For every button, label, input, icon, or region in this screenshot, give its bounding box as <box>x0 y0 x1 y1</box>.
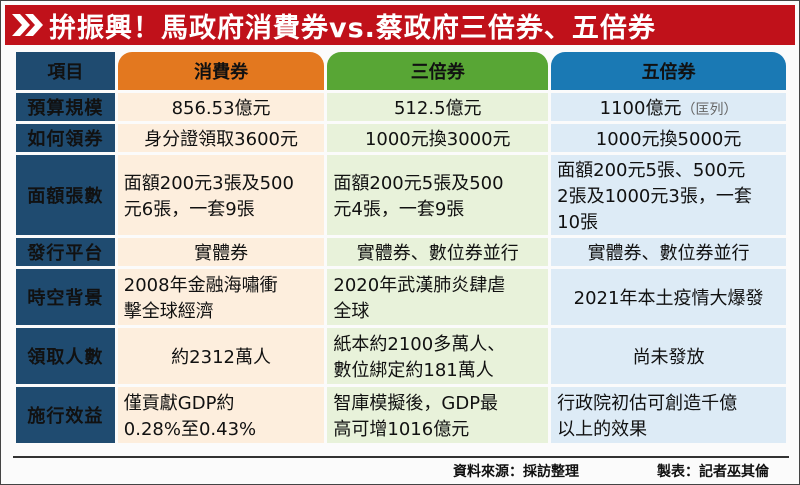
cell-line: 面額200元5張、500元 <box>557 160 746 181</box>
row-label: 施行效益 <box>16 387 115 443</box>
cell-line: 智庫模擬後，GDP最 <box>333 393 499 414</box>
page-title: 拚振興！馬政府消費券vs.蔡政府三倍券、五倍券 <box>49 12 656 44</box>
table-cell: 面額200元3張及500 元6張，一套9張 <box>117 155 325 235</box>
cell-line: 2008年金融海嘯衝 <box>123 275 278 296</box>
table-cell: 面額200元5張、500元 2張及1000元3張，一套 10張 <box>551 155 786 235</box>
table-cell: 約2312萬人 <box>117 328 325 384</box>
cell-line: 數位綁定約181萬人 <box>333 360 494 381</box>
table-cell: 實體券、數位券並行 <box>327 238 549 266</box>
table-cell: 面額200元5張及500 元4張，一套9張 <box>327 155 549 235</box>
cell-line: 全球 <box>333 301 370 322</box>
comparison-table: 項目 消費券 三倍券 五倍券 預算規模 856.53億元 512.5億元 110… <box>13 49 789 446</box>
cell-line: 2020年武漢肺炎肆虐 <box>333 275 506 296</box>
row-label: 時空背景 <box>16 269 115 325</box>
row-label: 發行平台 <box>16 238 115 266</box>
table-row: 預算規模 856.53億元 512.5億元 1100億元（匡列） <box>16 93 786 121</box>
table-cell: 1000元換5000元 <box>551 124 786 152</box>
table-cell: 2021年本土疫情大爆發 <box>551 269 786 325</box>
cell-line: 0.28%至0.43% <box>123 419 257 440</box>
cell-line: 面額200元5張及500 <box>333 173 504 194</box>
cell-line: 紙本約2100多萬人、 <box>333 334 506 355</box>
maker-credit: 製表：記者巫其倫 <box>657 464 769 480</box>
table-cell: 身分證領取3600元 <box>117 124 325 152</box>
table-cell: 2020年武漢肺炎肆虐 全球 <box>327 269 549 325</box>
table-cell: 紙本約2100多萬人、 數位綁定約181萬人 <box>327 328 549 384</box>
source-credit: 資料來源：採訪整理 <box>453 464 579 480</box>
cell-line: 行政院初估可創造千億 <box>557 393 738 414</box>
header-consumer-voucher: 消費券 <box>117 52 325 90</box>
cell-line: 元4張，一套9張 <box>333 199 465 220</box>
table-cell: 856.53億元 <box>117 93 325 121</box>
footer: 資料來源：採訪整理 製表：記者巫其倫 <box>13 456 789 482</box>
double-chevron-icon <box>5 5 49 45</box>
table-row: 面額張數 面額200元3張及500 元6張，一套9張 面額200元5張及500 元4… <box>16 155 786 235</box>
table-cell: 實體券 <box>117 238 325 266</box>
cell-line: 2張及1000元3張，一套 <box>557 186 752 207</box>
budget-note: （匡列） <box>681 102 738 118</box>
table-row: 施行效益 僅貢獻GDP約 0.28%至0.43% 智庫模擬後，GDP最 高可增101… <box>16 387 786 443</box>
table-row: 時空背景 2008年金融海嘯衝 擊全球經濟 2020年武漢肺炎肆虐 全球 2021年… <box>16 269 786 325</box>
table-cell: 智庫模擬後，GDP最 高可增1016億元 <box>327 387 549 443</box>
table-cell: 1000元換3000元 <box>327 124 549 152</box>
cell-line: 10張 <box>557 212 599 233</box>
cell-line: 面額200元3張及500 <box>123 173 294 194</box>
row-label: 預算規模 <box>16 93 115 121</box>
row-label: 面額張數 <box>16 155 115 235</box>
table-row: 如何領券 身分證領取3600元 1000元換3000元 1000元換5000元 <box>16 124 786 152</box>
table-cell: 實體券、數位券並行 <box>551 238 786 266</box>
cell-line: 以上的效果 <box>557 419 648 440</box>
budget-value: 1100億元 <box>599 98 682 119</box>
cell-line: 高可增1016億元 <box>333 419 470 440</box>
row-label: 領取人數 <box>16 328 115 384</box>
table-cell: 尚未發放 <box>551 328 786 384</box>
cell-line: 擊全球經濟 <box>123 301 214 322</box>
header-triple-voucher: 三倍券 <box>327 52 549 90</box>
table-cell: 行政院初估可創造千億 以上的效果 <box>551 387 786 443</box>
table-cell: 2008年金融海嘯衝 擊全球經濟 <box>117 269 325 325</box>
header-item: 項目 <box>16 52 115 90</box>
table-cell: 512.5億元 <box>327 93 549 121</box>
cell-line: 元6張，一套9張 <box>123 199 255 220</box>
row-label: 如何領券 <box>16 124 115 152</box>
title-banner: 拚振興！馬政府消費券vs.蔡政府三倍券、五倍券 <box>5 5 795 45</box>
table-row: 發行平台 實體券 實體券、數位券並行 實體券、數位券並行 <box>16 238 786 266</box>
table-row: 領取人數 約2312萬人 紙本約2100多萬人、 數位綁定約181萬人 尚未發放 <box>16 328 786 384</box>
table-cell: 僅貢獻GDP約 0.28%至0.43% <box>117 387 325 443</box>
table-cell: 1100億元（匡列） <box>551 93 786 121</box>
header-quintuple-voucher: 五倍券 <box>551 52 786 90</box>
cell-line: 僅貢獻GDP約 <box>123 393 235 414</box>
header-row: 項目 消費券 三倍券 五倍券 <box>16 52 786 90</box>
